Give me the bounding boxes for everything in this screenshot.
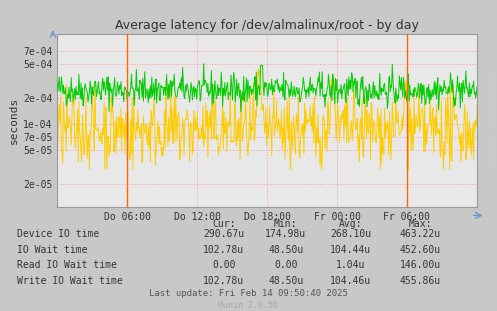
Text: Cur:: Cur: (212, 219, 236, 229)
Text: 102.78u: 102.78u (203, 276, 244, 286)
Text: 146.00u: 146.00u (400, 260, 440, 270)
Text: RRDTOOL / TOBI OETIKER: RRDTOOL / TOBI OETIKER (489, 75, 495, 168)
Text: 463.22u: 463.22u (400, 229, 440, 239)
Text: Min:: Min: (274, 219, 298, 229)
Y-axis label: seconds: seconds (9, 97, 19, 144)
Text: Last update: Fri Feb 14 09:50:40 2025: Last update: Fri Feb 14 09:50:40 2025 (149, 289, 348, 298)
Text: 104.44u: 104.44u (330, 245, 371, 255)
Text: Device IO time: Device IO time (17, 229, 99, 239)
Text: Max:: Max: (408, 219, 432, 229)
Text: 455.86u: 455.86u (400, 276, 440, 286)
Text: 48.50u: 48.50u (268, 276, 303, 286)
Text: 104.46u: 104.46u (330, 276, 371, 286)
Text: 268.10u: 268.10u (330, 229, 371, 239)
Text: 48.50u: 48.50u (268, 245, 303, 255)
Text: 0.00: 0.00 (274, 260, 298, 270)
Text: 452.60u: 452.60u (400, 245, 440, 255)
Text: Munin 2.0.56: Munin 2.0.56 (219, 301, 278, 310)
Text: 1.04u: 1.04u (335, 260, 365, 270)
Text: Avg:: Avg: (338, 219, 362, 229)
Text: IO Wait time: IO Wait time (17, 245, 88, 255)
Text: 290.67u: 290.67u (203, 229, 244, 239)
Text: 174.98u: 174.98u (265, 229, 306, 239)
Text: 102.78u: 102.78u (203, 245, 244, 255)
Text: Read IO Wait time: Read IO Wait time (17, 260, 117, 270)
Title: Average latency for /dev/almalinux/root - by day: Average latency for /dev/almalinux/root … (115, 19, 419, 32)
Text: Write IO Wait time: Write IO Wait time (17, 276, 123, 286)
Text: 0.00: 0.00 (212, 260, 236, 270)
